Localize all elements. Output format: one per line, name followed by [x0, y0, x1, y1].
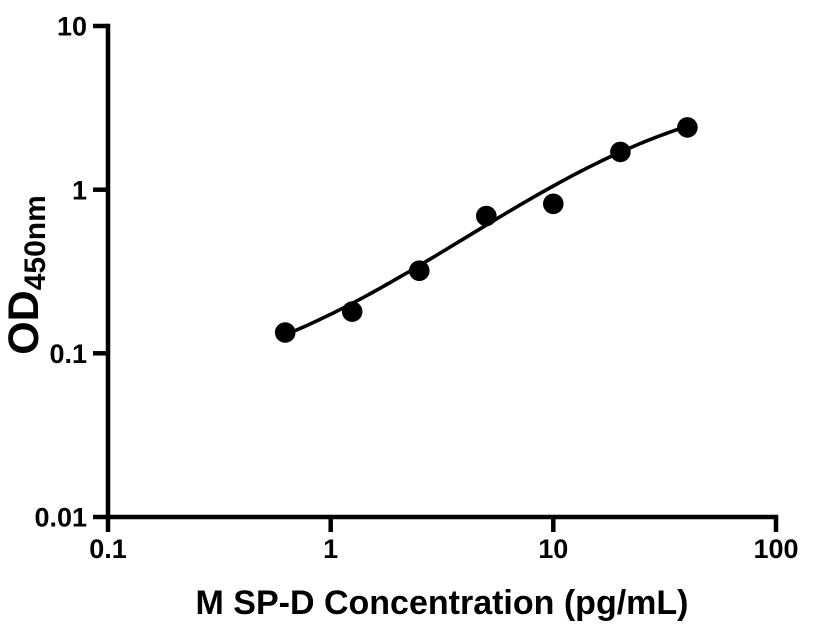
y-tick-label: 1 [72, 175, 87, 205]
x-tick-label: 1 [323, 534, 338, 564]
x-tick-label: 10 [538, 534, 568, 564]
data-point [543, 193, 564, 215]
data-layer [274, 117, 698, 343]
data-point [341, 301, 363, 322]
y-axis-title-sub: 450nm [19, 195, 52, 290]
y-axis-title-main: OD [0, 290, 48, 355]
data-point [476, 205, 497, 227]
data-point [677, 117, 698, 138]
data-point [610, 141, 631, 163]
y-tick-label: 0.01 [34, 503, 87, 533]
data-point [274, 322, 296, 343]
y-axis-title: OD450nm [0, 195, 52, 355]
data-point [409, 260, 430, 282]
y-tick-label: 0.1 [49, 339, 87, 369]
x-tick-label: 0.1 [89, 534, 127, 564]
x-axis-title: M SP-D Concentration (pg/mL) [196, 584, 689, 622]
x-tick-label: 100 [753, 534, 798, 564]
y-tick-label: 10 [57, 12, 87, 42]
